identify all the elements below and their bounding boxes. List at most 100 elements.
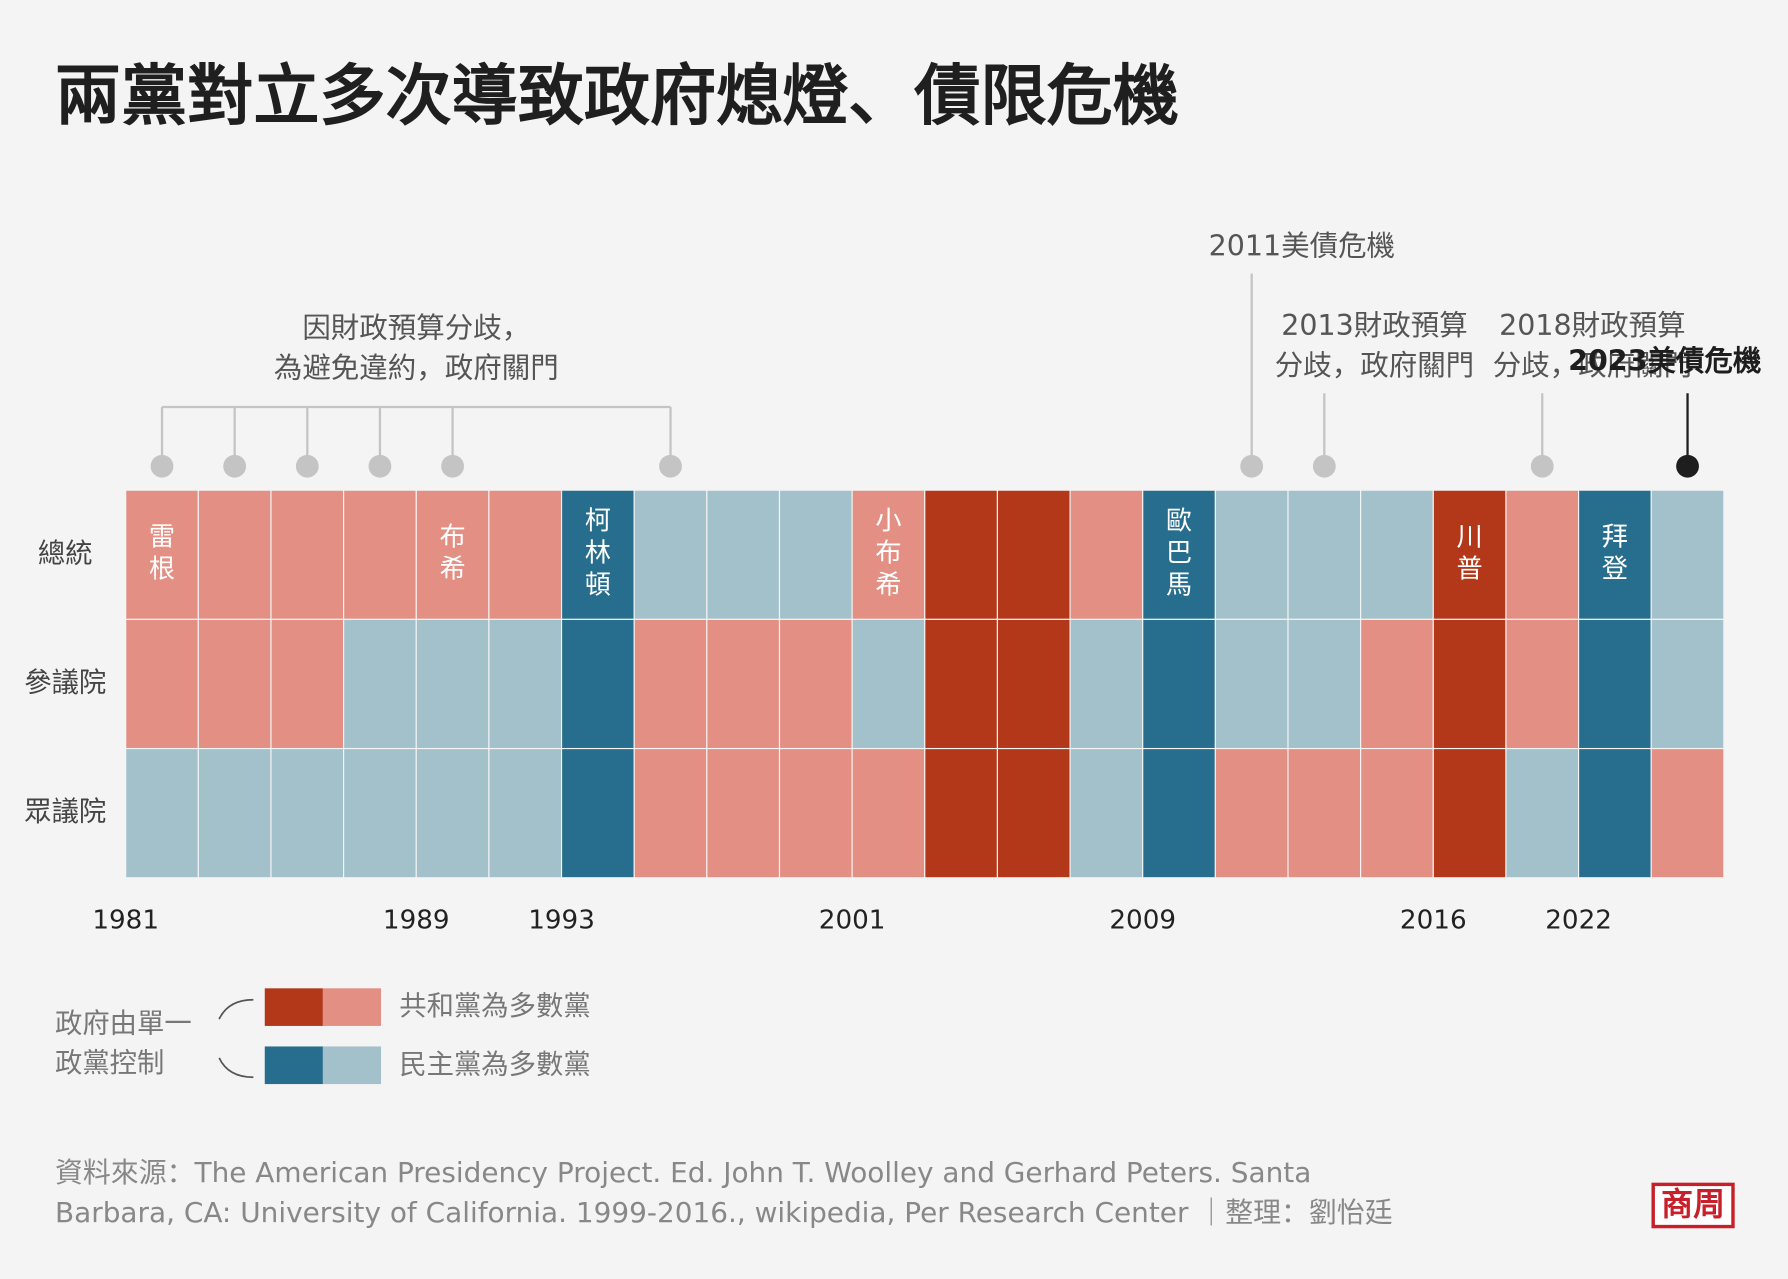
cell (415, 489, 490, 620)
legend-title: 政府由單一 (55, 1008, 192, 1039)
cell (125, 618, 199, 750)
cell (1360, 618, 1434, 750)
cell (633, 618, 708, 750)
annotation-dot (659, 454, 682, 478)
cell (633, 747, 708, 879)
row-label: 參議院 (24, 667, 106, 698)
cell (560, 747, 635, 879)
cell (1650, 618, 1725, 750)
x-tick-label: 1989 (383, 906, 450, 936)
annotation-text: 2018財政預算 (1499, 309, 1685, 342)
cell (343, 489, 417, 620)
row-label: 總統 (38, 538, 93, 569)
cell (560, 489, 635, 620)
cell (706, 747, 781, 879)
cell (488, 618, 563, 750)
legend-title: 政黨控制 (55, 1048, 164, 1079)
cell (924, 489, 998, 620)
annotation-text: 為避免違約，政府關門 (274, 351, 559, 384)
x-tick-label: 2022 (1545, 906, 1612, 936)
annotation-dot (223, 454, 247, 478)
source-text: 資料來源：The American Presidency Project. Ed… (55, 1156, 1311, 1189)
annotation-text: 2023美債危機 (1568, 344, 1762, 377)
cell (1069, 618, 1144, 750)
cell (924, 747, 998, 879)
legend-brace (218, 1057, 254, 1079)
president-name: 小布希 (875, 506, 901, 600)
cell (1214, 618, 1289, 750)
cell (1505, 489, 1580, 620)
cell (1287, 747, 1362, 879)
annotation-dot (295, 454, 319, 478)
cell (1505, 747, 1580, 879)
president-name: 雷根 (149, 522, 175, 584)
cell (1432, 618, 1507, 750)
president-name: 歐巴馬 (1166, 506, 1192, 600)
cell (996, 489, 1071, 620)
cell (488, 747, 563, 879)
x-tick-label: 2009 (1109, 906, 1176, 936)
cell (560, 618, 635, 750)
annotation-dot (150, 454, 174, 478)
cell (996, 618, 1071, 750)
cell (1287, 489, 1362, 620)
cell (706, 489, 781, 620)
cell (1069, 489, 1144, 620)
cell (270, 618, 345, 750)
president-name: 川普 (1457, 522, 1483, 584)
cell (1214, 747, 1289, 879)
cell (125, 747, 199, 879)
cell (633, 489, 708, 620)
annotation-text: 2011美債危機 (1209, 229, 1395, 262)
cell (1360, 489, 1434, 620)
cell (415, 618, 490, 750)
cell (1069, 747, 1144, 879)
logo: 商周 (1661, 1185, 1725, 1223)
cell (1287, 618, 1362, 750)
cell (197, 618, 272, 750)
cell (1578, 489, 1652, 620)
annotation-dot (1312, 454, 1336, 478)
x-tick-label: 1993 (528, 906, 595, 936)
cell (488, 489, 563, 620)
cell (924, 618, 998, 750)
cell (1578, 618, 1652, 750)
annotation-text: 2013財政預算 (1281, 309, 1467, 342)
source-text: Barbara, CA: University of California. 1… (55, 1196, 1393, 1229)
legend-swatch (322, 1046, 382, 1085)
cell (1142, 747, 1216, 879)
legend-label: 民主黨為多數黨 (399, 1049, 590, 1080)
cell (706, 618, 781, 750)
legend-swatch (322, 988, 382, 1026)
cell (1214, 489, 1289, 620)
cell (851, 747, 926, 879)
annotation-dot (1676, 454, 1699, 478)
annotation-text: 因財政預算分歧， (302, 311, 530, 344)
cell (778, 618, 853, 750)
cell (1650, 489, 1725, 620)
annotation-dot (368, 454, 392, 478)
annotation-dot (1530, 454, 1554, 478)
cell (851, 618, 926, 750)
cell (1432, 747, 1507, 879)
logo-box (1651, 1182, 1735, 1229)
annotation-text: 分歧，政府關門 (1493, 349, 1692, 382)
cell (270, 489, 345, 620)
chart-title: 兩黨對立多次導致政府熄燈、債限危機 (55, 57, 1179, 134)
cell (1360, 747, 1434, 879)
cell (343, 747, 417, 879)
x-tick-label: 2001 (819, 906, 886, 936)
president-name: 布希 (439, 522, 465, 584)
cell (270, 747, 345, 879)
x-tick-label: 2016 (1400, 906, 1467, 936)
cell (1650, 747, 1725, 879)
president-name: 柯林頓 (585, 506, 611, 600)
cell (1142, 618, 1216, 750)
legend-label: 共和黨為多數黨 (399, 991, 590, 1022)
annotation-dot (441, 454, 464, 478)
cell (197, 747, 272, 879)
cell (1578, 747, 1652, 879)
legend-swatch (264, 1046, 323, 1085)
cell (778, 489, 853, 620)
